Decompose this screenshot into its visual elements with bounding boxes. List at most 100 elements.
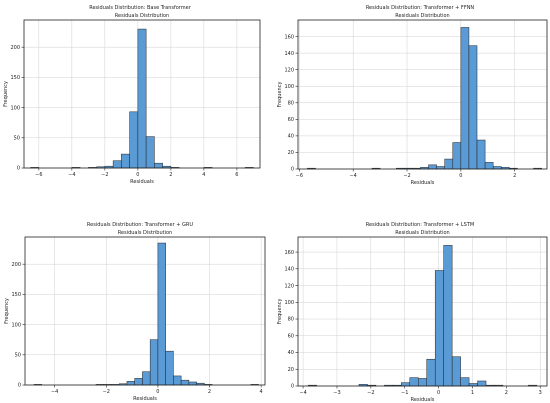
x-tick-label: −1 bbox=[401, 390, 408, 396]
histogram-bar bbox=[112, 160, 122, 169]
x-tick-label: −6 bbox=[296, 173, 303, 179]
histogram-bar bbox=[477, 380, 487, 387]
y-tick-label: 100 bbox=[11, 322, 21, 328]
histogram-bar bbox=[426, 358, 436, 387]
x-tick-label: 4 bbox=[202, 172, 205, 178]
x-tick-label: 2 bbox=[208, 389, 211, 395]
x-tick-label: −2 bbox=[101, 172, 108, 178]
y-tick-label: 0 bbox=[18, 383, 21, 389]
histogram-bar bbox=[165, 350, 174, 386]
histogram-bar bbox=[157, 242, 166, 386]
y-tick-label: 0 bbox=[291, 384, 294, 390]
histogram-bar bbox=[137, 28, 147, 169]
y-axis-label: Frequency bbox=[4, 298, 10, 324]
subplot-4: −4 −3 −2 −1 0 1 2 3 0 20 40 60 80 100 120 140 160 Residua… bbox=[277, 222, 548, 403]
histogram-bar bbox=[149, 339, 159, 386]
subplot-suptitle: Residuals Distribution: Transformer + GR… bbox=[87, 222, 193, 228]
y-tick-label: 20 bbox=[288, 367, 294, 373]
x-tick-label: 3 bbox=[539, 390, 542, 396]
axes-title: Residuals Distribution bbox=[118, 230, 172, 236]
histogram-bar bbox=[154, 162, 163, 169]
histogram-bar bbox=[451, 356, 461, 387]
axes-frame bbox=[23, 19, 261, 169]
axes-title: Residuals Distribution bbox=[115, 13, 169, 19]
histogram-bar bbox=[173, 375, 182, 386]
x-tick-label: −6 bbox=[35, 172, 42, 178]
histogram-bar bbox=[460, 27, 470, 170]
histogram-bar bbox=[434, 270, 444, 387]
histogram-bar bbox=[180, 379, 190, 386]
histogram-bar bbox=[460, 377, 470, 387]
y-tick-label: 100 bbox=[10, 105, 20, 111]
y-tick-label: 100 bbox=[284, 300, 294, 306]
x-tick-label: −4 bbox=[349, 173, 356, 179]
histogram-bar bbox=[188, 381, 197, 386]
x-tick-label: −4 bbox=[68, 172, 75, 178]
histogram-bar bbox=[409, 377, 419, 387]
histogram-bar bbox=[401, 382, 411, 387]
x-axis-label: Residuals bbox=[133, 396, 157, 402]
histogram-bar bbox=[142, 371, 151, 386]
y-axis-label: Frequency bbox=[277, 299, 283, 325]
y-tick-label: 200 bbox=[10, 45, 20, 51]
axes-frame bbox=[24, 236, 266, 386]
y-tick-label: 80 bbox=[288, 100, 294, 106]
y-tick-label: 160 bbox=[284, 250, 294, 256]
y-tick-label: 120 bbox=[284, 67, 294, 73]
subplot-1: −6 −4 −2 0 2 4 6 0 50 100 150 200 Residuals Distribu… bbox=[3, 5, 261, 185]
x-tick-label: 0 bbox=[459, 173, 462, 179]
y-tick-label: 50 bbox=[15, 352, 21, 358]
subplot-suptitle: Residuals Distribution: Transformer + FF… bbox=[366, 5, 475, 11]
axes-frame bbox=[297, 19, 548, 170]
histogram-bar bbox=[443, 245, 453, 387]
y-tick-label: 40 bbox=[288, 134, 294, 140]
histogram-bar bbox=[476, 139, 486, 170]
y-tick-label: 80 bbox=[288, 317, 294, 323]
x-tick-label: −4 bbox=[299, 390, 306, 396]
histogram-bar bbox=[121, 153, 130, 169]
subplot-suptitle: Residuals Distribution: Transformer + LS… bbox=[366, 222, 474, 228]
x-tick-label: −2 bbox=[367, 390, 374, 396]
y-axis-label: Frequency bbox=[277, 82, 283, 108]
axes-title: Residuals Distribution bbox=[395, 230, 449, 236]
histogram-bar bbox=[428, 164, 437, 170]
y-tick-label: 0 bbox=[17, 166, 20, 172]
histogram-bar bbox=[484, 162, 494, 170]
y-tick-label: 150 bbox=[11, 292, 21, 298]
axes-title: Residuals Distribution bbox=[395, 13, 449, 19]
histogram-bar bbox=[126, 381, 135, 386]
y-tick-label: 140 bbox=[284, 51, 294, 57]
histogram-bar bbox=[468, 45, 478, 170]
x-axis-label: Residuals bbox=[130, 179, 154, 185]
x-tick-label: 4 bbox=[260, 389, 263, 395]
x-tick-label: 2 bbox=[513, 173, 516, 179]
histogram-bar bbox=[418, 378, 427, 387]
histogram-bar bbox=[145, 136, 155, 169]
histogram-bar bbox=[452, 142, 462, 170]
y-tick-label: 20 bbox=[288, 150, 294, 156]
histogram-bar bbox=[444, 158, 454, 170]
y-tick-label: 0 bbox=[291, 167, 294, 173]
x-tick-label: 0 bbox=[437, 390, 440, 396]
x-tick-label: 2 bbox=[505, 390, 508, 396]
x-tick-label: −4 bbox=[51, 389, 58, 395]
y-tick-label: 60 bbox=[288, 117, 294, 123]
y-tick-label: 200 bbox=[11, 262, 21, 268]
y-tick-label: 100 bbox=[284, 84, 294, 90]
subplot-3: −4 −2 0 2 4 0 50 100 150 200 Residuals Distributio… bbox=[4, 222, 266, 402]
y-tick-label: 140 bbox=[284, 267, 294, 273]
x-axis-label: Residuals bbox=[411, 180, 435, 186]
y-tick-label: 50 bbox=[14, 135, 20, 141]
x-tick-label: 1 bbox=[471, 390, 474, 396]
histogram-bar bbox=[134, 378, 143, 386]
axes-frame bbox=[297, 236, 548, 387]
y-tick-label: 60 bbox=[288, 333, 294, 339]
histogram-bar bbox=[129, 111, 139, 169]
y-tick-label: 120 bbox=[284, 283, 294, 289]
x-tick-label: 2 bbox=[169, 172, 172, 178]
y-tick-label: 40 bbox=[288, 350, 294, 356]
x-axis-label: Residuals bbox=[411, 397, 435, 403]
x-tick-label: −2 bbox=[403, 173, 410, 179]
